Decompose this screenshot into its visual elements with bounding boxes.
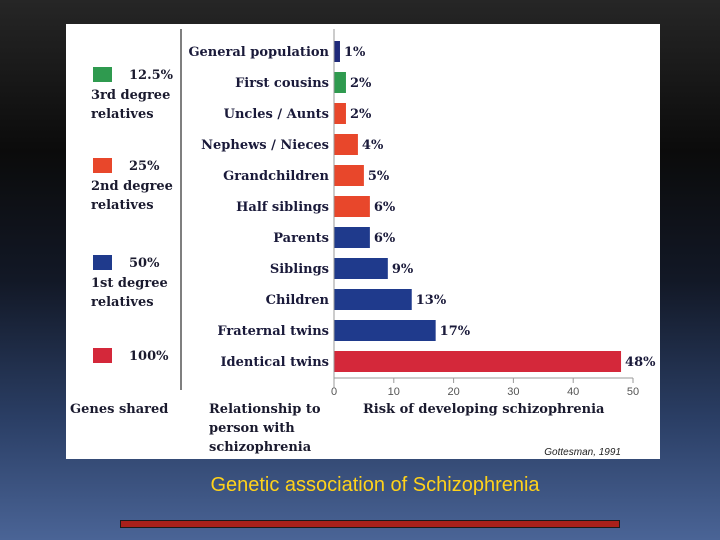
y-axis-label-line-0: Relationship to — [209, 402, 321, 417]
y-axis-label-line-1: person with — [209, 421, 295, 436]
category-label-10: Identical twins — [220, 355, 329, 370]
value-label-4: 5% — [368, 169, 390, 184]
chart-figure: General population 1% First cousins 2% Uncle… — [66, 24, 660, 459]
bar-1 — [334, 72, 346, 93]
value-label-2: 2% — [350, 107, 372, 122]
x-tick-label-1: 10 — [388, 386, 400, 398]
chart-svg: General population 1% First cousins 2% Uncle… — [70, 29, 656, 458]
legend-swatch-3 — [93, 348, 112, 363]
x-tick-label-3: 30 — [507, 386, 519, 398]
value-label-1: 2% — [350, 76, 372, 91]
bar-7 — [334, 258, 388, 279]
category-label-5: Half siblings — [236, 200, 329, 215]
legend-swatch-0 — [93, 67, 112, 82]
legend-value-2: 50% — [129, 256, 160, 271]
value-label-3: 4% — [362, 138, 384, 153]
x-axis-label: Risk of developing schizophrenia — [363, 402, 605, 417]
legend-value-0: 12.5% — [129, 68, 174, 83]
category-label-2: Uncles / Aunts — [224, 107, 329, 122]
caption-underline-bar — [120, 520, 620, 528]
legend-value-1: 25% — [129, 159, 160, 174]
category-label-0: General population — [188, 45, 329, 60]
legend-title: Genes shared — [70, 402, 168, 417]
bar-9 — [334, 320, 436, 341]
legend-desc-1-1: relatives — [91, 198, 154, 213]
value-label-7: 9% — [392, 262, 414, 277]
x-tick-label-0: 0 — [331, 386, 337, 398]
legend-desc-2-1: relatives — [91, 295, 154, 310]
value-label-9: 17% — [440, 324, 471, 339]
category-label-6: Parents — [273, 231, 329, 246]
y-axis-label-line-2: schizophrenia — [209, 440, 312, 455]
value-label-10: 48% — [625, 355, 656, 370]
bar-3 — [334, 134, 358, 155]
slide-caption: Genetic association of Schizophrenia — [210, 474, 540, 496]
bar-2 — [334, 103, 346, 124]
value-label-6: 6% — [374, 231, 396, 246]
category-label-9: Fraternal twins — [217, 324, 329, 339]
category-label-3: Nephews / Nieces — [201, 138, 329, 153]
category-label-7: Siblings — [270, 262, 329, 277]
category-label-8: Children — [266, 293, 330, 308]
bar-6 — [334, 227, 370, 248]
bar-5 — [334, 196, 370, 217]
bar-10 — [334, 351, 622, 372]
bar-8 — [334, 289, 412, 310]
value-label-8: 13% — [416, 293, 447, 308]
category-label-4: Grandchildren — [223, 169, 329, 184]
legend-swatch-1 — [93, 158, 112, 173]
bar-4 — [334, 165, 364, 186]
bar-0 — [334, 41, 340, 62]
source-note: Gottesman, 1991 — [544, 447, 621, 458]
legend-swatch-2 — [93, 255, 112, 270]
x-tick-label-4: 40 — [567, 386, 579, 398]
legend-desc-0-1: relatives — [91, 107, 154, 122]
value-label-5: 6% — [374, 200, 396, 215]
legend-value-3: 100% — [129, 349, 169, 364]
value-label-0: 1% — [344, 45, 366, 60]
x-tick-label-5: 50 — [627, 386, 639, 398]
x-tick-label-2: 20 — [447, 386, 459, 398]
legend-desc-0-0: 3rd degree — [91, 88, 170, 103]
legend-desc-2-0: 1st degree — [91, 276, 168, 291]
legend-desc-1-0: 2nd degree — [91, 179, 173, 194]
category-label-1: First cousins — [235, 76, 329, 91]
